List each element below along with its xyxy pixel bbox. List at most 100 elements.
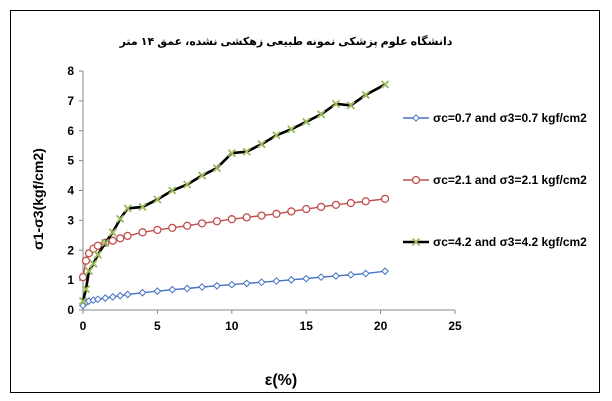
series-1-point [168, 285, 177, 294]
series-3-point [84, 267, 94, 276]
series-3-point [108, 228, 117, 237]
series-3-point [257, 140, 266, 149]
chart-frame: دانشگاه علوم پزشکی نمونه طبیعی زهکشی نشد… [10, 10, 600, 393]
series-3-point [78, 296, 88, 306]
y-tick-label: 6 [67, 124, 74, 138]
series-2-point [116, 234, 125, 243]
series-3-point [242, 147, 251, 156]
series-2-point [212, 217, 222, 226]
x-tick-label: 5 [154, 319, 161, 333]
series-2-point [287, 207, 296, 216]
series-line-3 [81, 83, 386, 302]
series-1-point [116, 291, 125, 300]
legend-marker-2 [411, 175, 421, 185]
series-3-point [287, 125, 296, 134]
series-3-point [346, 101, 355, 110]
series-2-point [361, 197, 370, 206]
series-2-point [302, 204, 311, 214]
x-tick-label: 15 [300, 319, 314, 333]
x-tick-label: 20 [374, 319, 388, 333]
x-tick-label: 0 [80, 319, 87, 333]
series-2-point [138, 228, 147, 237]
series-3-point [116, 214, 125, 224]
series-1-point [138, 288, 147, 297]
series-3-point [138, 202, 147, 212]
y-tick-label: 4 [67, 184, 74, 198]
series-3-point [227, 149, 236, 158]
series-2-point [346, 198, 355, 208]
series-3-point [316, 110, 326, 119]
series-3-point [183, 180, 192, 189]
series-2-point [380, 194, 390, 204]
series-3-point [331, 99, 341, 108]
series-3-point [272, 131, 281, 140]
series-2-point [331, 200, 341, 209]
series-2-point [197, 219, 207, 228]
series-1-point [272, 277, 281, 285]
series-1-point [108, 292, 117, 301]
series-2-point [227, 215, 236, 224]
chart-svg: دانشگاه علوم پزشکی نمونه طبیعی زهکشی نشد… [30, 35, 587, 389]
series-2-point [183, 221, 192, 230]
series-3-point [380, 80, 390, 89]
series-2-point [93, 241, 103, 250]
series-1-point [317, 273, 325, 282]
series-3-point [81, 284, 91, 294]
legend-marker-1 [412, 114, 420, 122]
y-axis-title: σ1-σ3(kgf/cm2) [30, 148, 46, 250]
series-1-point [183, 284, 192, 293]
series-3-point [89, 259, 98, 268]
series-1-point [302, 274, 311, 283]
legend-label-3: σc=4.2 and σ3=4.2 kgf/cm2 [433, 235, 587, 249]
y-tick-label: 0 [67, 303, 74, 317]
series-2-point [168, 223, 177, 232]
series-2-point [153, 225, 162, 235]
legend: σc=0.7 and σ3=0.7 kgf/cm2 σc=2.1 and σ3=2… [403, 111, 587, 249]
y-tick-label: 8 [67, 64, 74, 78]
plot-area: 0 5 10 15 20 25 0 1 2 3 4 5 6 7 8 [67, 64, 462, 333]
series-3-point [123, 204, 132, 213]
series-1-point [101, 294, 110, 302]
series-3-point [212, 163, 222, 173]
series-1-point [361, 269, 370, 278]
series-2-point [242, 213, 251, 222]
series-3-point [153, 195, 162, 204]
series-3-point [93, 250, 103, 259]
x-axis-title: ε(%) [265, 372, 297, 389]
series-1-point [346, 270, 355, 279]
series-3-point [197, 171, 207, 180]
series-3-point [302, 117, 311, 126]
chart-title: دانشگاه علوم پزشکی نمونه طبیعی زهکشی نشد… [119, 35, 453, 48]
legend-label-1: σc=0.7 and σ3=0.7 kgf/cm2 [433, 111, 587, 125]
legend-label-2: σc=2.1 and σ3=2.1 kgf/cm2 [433, 173, 587, 187]
series-1-point [381, 267, 389, 276]
series-1-point [123, 290, 132, 299]
y-tick-label: 3 [67, 213, 74, 227]
series-1-point [242, 279, 251, 288]
series-2-point [316, 202, 326, 212]
series-2-point [78, 272, 88, 282]
series-1-point [213, 281, 221, 290]
y-tick-label: 2 [67, 243, 74, 257]
series-2-point [123, 231, 132, 241]
series-2-point [81, 256, 91, 265]
series-2-point [108, 236, 117, 245]
series-2-point [272, 209, 281, 218]
x-tick-label: 10 [225, 319, 239, 333]
series-3-point [361, 90, 370, 100]
series-1-point [257, 278, 266, 287]
series-1-point [332, 272, 340, 280]
x-tick-label: 25 [448, 319, 462, 333]
series-1-point [93, 295, 102, 304]
series-3-point [168, 186, 177, 195]
series-1-point [198, 283, 206, 291]
series-1-point [227, 280, 236, 289]
y-tick-label: 1 [67, 273, 74, 287]
legend-marker-3 [411, 237, 421, 247]
series-1-point [153, 287, 162, 296]
series-1-point [287, 275, 296, 284]
series-line-1 [82, 270, 386, 307]
y-tick-label: 7 [67, 94, 74, 108]
y-tick-label: 5 [67, 154, 74, 168]
series-2-point [257, 211, 266, 220]
